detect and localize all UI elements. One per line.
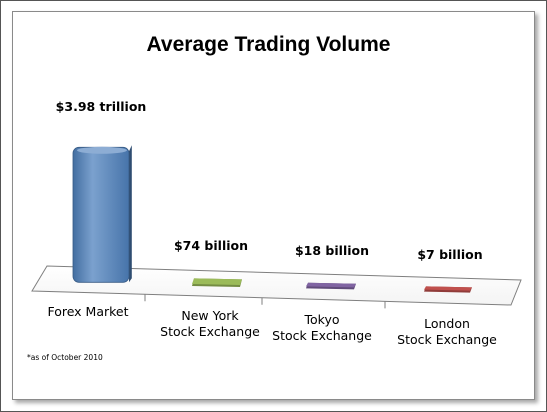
bar (424, 286, 472, 293)
bar (72, 145, 132, 283)
bar (192, 278, 242, 287)
data-label: $74 billion (174, 238, 248, 253)
chart-floor (31, 265, 522, 306)
tick-label: New York Stock Exchange (160, 308, 260, 339)
bar (306, 282, 356, 290)
data-label: $3.98 trillion (56, 99, 147, 114)
data-label: $18 billion (295, 243, 369, 258)
tick-label: Forex Market (47, 304, 128, 319)
footnote: *as of October 2010 (27, 353, 103, 362)
data-label: $7 billion (417, 247, 482, 262)
tick-label: London Stock Exchange (397, 316, 497, 347)
chart-title: Average Trading Volume (146, 33, 391, 56)
tick-label: Tokyo Stock Exchange (272, 312, 372, 343)
